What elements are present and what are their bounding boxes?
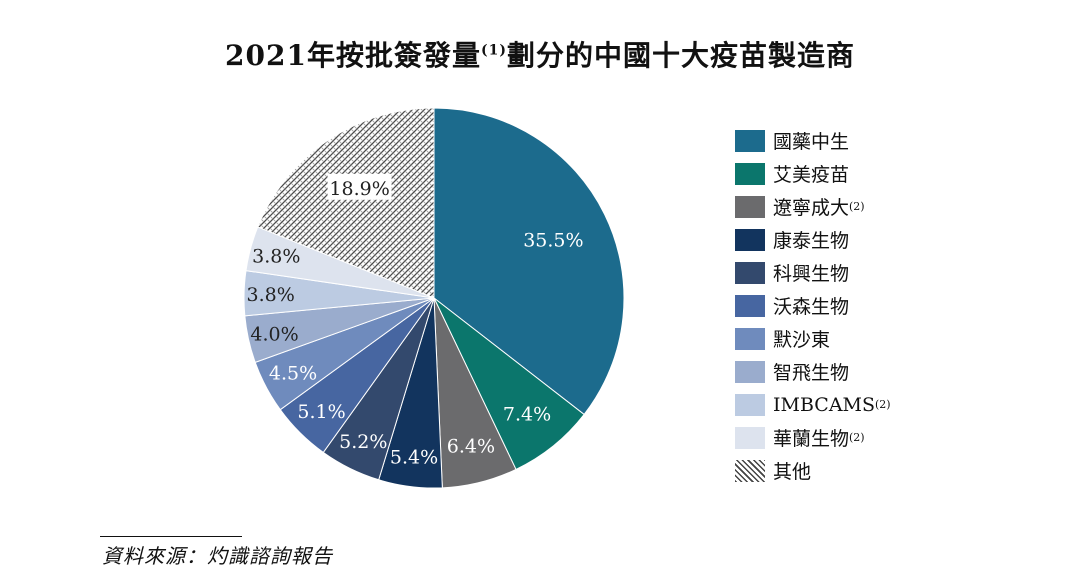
legend-footnote: (2) — [875, 398, 891, 411]
legend-label: 智飛生物 — [773, 362, 850, 384]
legend-label: 其他 — [773, 461, 812, 483]
pie-slice — [433, 107, 625, 416]
legend-swatch — [735, 162, 765, 185]
legend-item: 科興生物 — [735, 256, 891, 289]
legend-label: 康泰生物 — [773, 230, 850, 252]
legend-item: 智飛生物 — [735, 355, 891, 388]
legend-footnote: (2) — [849, 200, 865, 213]
legend-label: 艾美疫苗 — [773, 164, 850, 186]
legend-item: 默沙東 — [735, 322, 891, 355]
pie-slice — [257, 107, 435, 299]
source-note: 資料來源：灼識諮詢報告 — [102, 544, 333, 568]
chart-title: 2021年按批簽發量(1)劃分的中國十大疫苗製造商 — [0, 34, 1080, 74]
legend-swatch — [735, 195, 765, 218]
slice-label: 5.4% — [390, 446, 438, 468]
legend-swatch — [735, 228, 765, 251]
legend-item: 沃森生物 — [735, 289, 891, 322]
slice-label: 18.9% — [329, 178, 389, 200]
legend-swatch — [735, 426, 765, 449]
slice-label: 6.4% — [447, 436, 495, 458]
title-footnote: (1) — [480, 42, 507, 59]
legend-swatch — [735, 393, 765, 416]
legend-label: 國藥中生 — [773, 131, 850, 153]
legend-label: 沃森生物 — [773, 296, 850, 318]
legend-item: 華蘭生物 (2) — [735, 421, 891, 454]
legend-swatch — [735, 459, 765, 482]
legend-item: 其他 — [735, 454, 891, 487]
slice-label: 3.8% — [247, 284, 295, 306]
legend-item: 遼寧成大 (2) — [735, 190, 891, 223]
slice-label: 5.2% — [339, 431, 387, 453]
legend-item: 國藥中生 — [735, 124, 891, 157]
slice-label-background — [327, 173, 392, 200]
legend-footnote: (2) — [849, 431, 865, 444]
legend-swatch — [735, 261, 765, 284]
legend-swatch — [735, 129, 765, 152]
legend-swatch — [735, 360, 765, 383]
slice-label: 5.1% — [297, 401, 345, 423]
legend: 國藥中生 艾美疫苗 遼寧成大 (2) 康泰生物 科興生物 沃森生物 默沙東 智飛生物 IMBCAM… — [735, 124, 891, 487]
slice-label: 35.5% — [523, 230, 583, 252]
legend-label: 科興生物 — [773, 263, 850, 285]
legend-item: IMBCAMS (2) — [735, 388, 891, 421]
title-suffix: 劃分的中國十大疫苗製造商 — [506, 39, 855, 72]
legend-label: IMBCAMS — [773, 393, 876, 416]
title-main: 2021年按批簽發量 — [225, 39, 481, 72]
legend-label: 默沙東 — [773, 329, 831, 351]
legend-swatch — [735, 294, 765, 317]
legend-item: 艾美疫苗 — [735, 157, 891, 190]
slice-label: 4.0% — [250, 324, 298, 346]
legend-swatch — [735, 327, 765, 350]
source-rule — [100, 536, 242, 537]
slice-label: 4.5% — [269, 363, 317, 385]
slice-label: 7.4% — [503, 403, 551, 425]
slice-label: 3.8% — [252, 245, 300, 267]
legend-item: 康泰生物 — [735, 223, 891, 256]
legend-label: 華蘭生物 — [773, 428, 850, 450]
legend-label: 遼寧成大 — [773, 197, 850, 219]
